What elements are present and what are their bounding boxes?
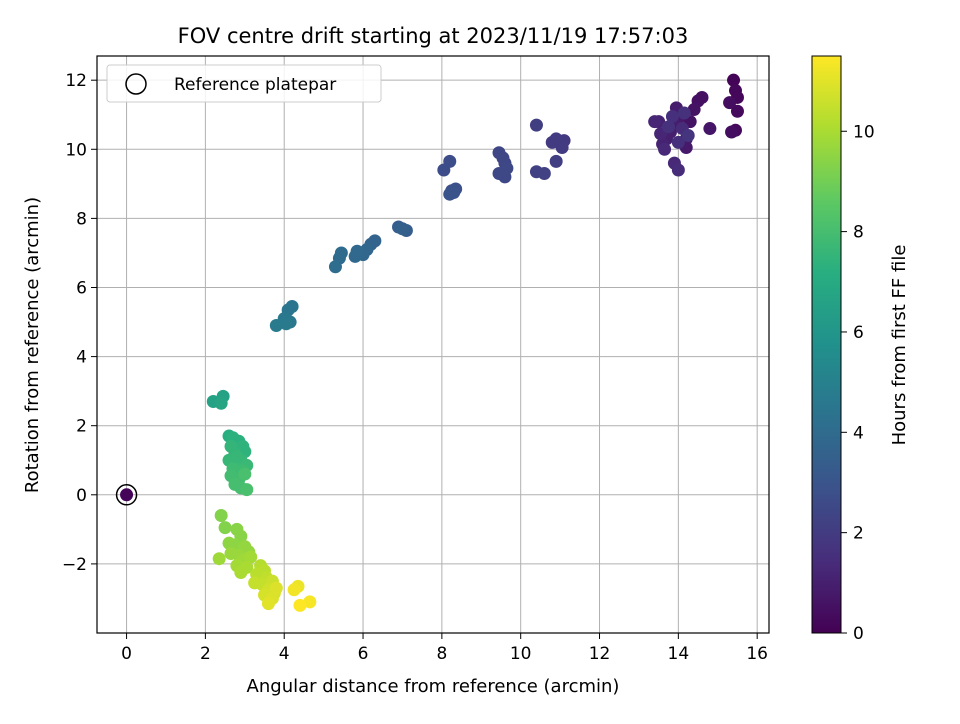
data-point [723, 96, 737, 110]
data-point [658, 142, 672, 156]
legend: Reference platepar [106, 64, 382, 103]
y-tick-label: 12 [65, 71, 87, 91]
x-tick-label: 6 [358, 644, 369, 664]
data-point [727, 73, 741, 87]
y-tick-label: 0 [76, 486, 87, 506]
x-tick-label: 14 [668, 644, 690, 664]
data-point [287, 583, 301, 597]
colorbar-tick-label: 6 [853, 323, 864, 343]
y-tick-label: 10 [65, 140, 87, 160]
data-point [238, 467, 252, 481]
data-point [730, 104, 744, 118]
data-point [545, 135, 559, 149]
legend-box [106, 64, 382, 103]
data-point [303, 595, 317, 609]
x-axis-ticks: 0 2 4 6 8 10 12 14 16 [121, 633, 768, 664]
data-point [279, 317, 293, 331]
x-tick-label: 10 [510, 644, 532, 664]
colorbar: 0 2 4 6 8 10 Hours from first FF file [811, 55, 910, 644]
data-point [648, 115, 662, 129]
y-tick-label: 6 [76, 278, 87, 298]
x-tick-label: 16 [746, 644, 768, 664]
colorbar-tick-label: 0 [853, 624, 864, 644]
data-point [230, 450, 244, 464]
data-point [234, 566, 248, 580]
x-axis-label: Angular distance from reference (arcmin) [247, 676, 620, 697]
legend-reference-marker-icon [125, 73, 147, 95]
colorbar-tick-label: 10 [853, 122, 875, 142]
y-tick-label: 8 [76, 209, 87, 229]
chart-title: FOV centre drift starting at 2023/11/19 … [178, 24, 689, 48]
data-point [218, 521, 232, 535]
data-point [348, 249, 362, 263]
data-point [269, 318, 283, 332]
x-tick-label: 2 [200, 644, 211, 664]
plot-frame [96, 55, 770, 634]
data-point [261, 597, 275, 611]
colorbar-label: Hours from first FF file [889, 245, 910, 446]
data-point [293, 598, 307, 612]
data-point [496, 151, 510, 165]
colorbar-ticks: 0 2 4 6 8 10 [841, 122, 875, 644]
data-point [328, 260, 342, 274]
data-point [677, 106, 691, 120]
data-point [725, 125, 739, 139]
data-point [214, 509, 228, 523]
data-point [244, 550, 258, 564]
colorbar-gradient [811, 55, 842, 634]
data-point [529, 118, 543, 132]
data-point [395, 222, 409, 236]
y-tick-label: −2 [62, 555, 87, 575]
data-point [661, 120, 675, 134]
x-tick-label: 4 [279, 644, 290, 664]
data-point [671, 163, 685, 177]
data-point [687, 103, 701, 117]
data-point [120, 488, 134, 502]
colorbar-tick-label: 4 [853, 423, 864, 443]
data-point [212, 552, 226, 566]
y-axis-ticks: −2 0 2 4 6 8 10 12 [62, 71, 97, 575]
data-point [240, 483, 254, 497]
data-point [681, 128, 695, 142]
y-axis-label: Rotation from reference (arcmin) [22, 197, 43, 493]
data-point [437, 163, 451, 177]
reference-platepar-marker [115, 484, 138, 506]
x-tick-label: 8 [436, 644, 447, 664]
data-point [269, 581, 283, 595]
data-point [549, 154, 563, 168]
x-tick-label: 12 [589, 644, 611, 664]
data-point [703, 122, 717, 136]
data-point [214, 396, 228, 410]
y-tick-label: 4 [76, 348, 87, 368]
data-point [447, 185, 461, 199]
data-point [492, 166, 506, 180]
legend-entry-reference-platepar: Reference platepar [174, 75, 336, 95]
data-point [529, 165, 543, 179]
data-point [665, 109, 679, 123]
y-tick-label: 2 [76, 417, 87, 437]
colorbar-tick-label: 8 [853, 223, 864, 243]
data-point [671, 135, 685, 149]
x-tick-label: 0 [121, 644, 132, 664]
colorbar-tick-label: 2 [853, 524, 864, 544]
data-points [115, 73, 744, 612]
grid-lines [97, 56, 769, 633]
